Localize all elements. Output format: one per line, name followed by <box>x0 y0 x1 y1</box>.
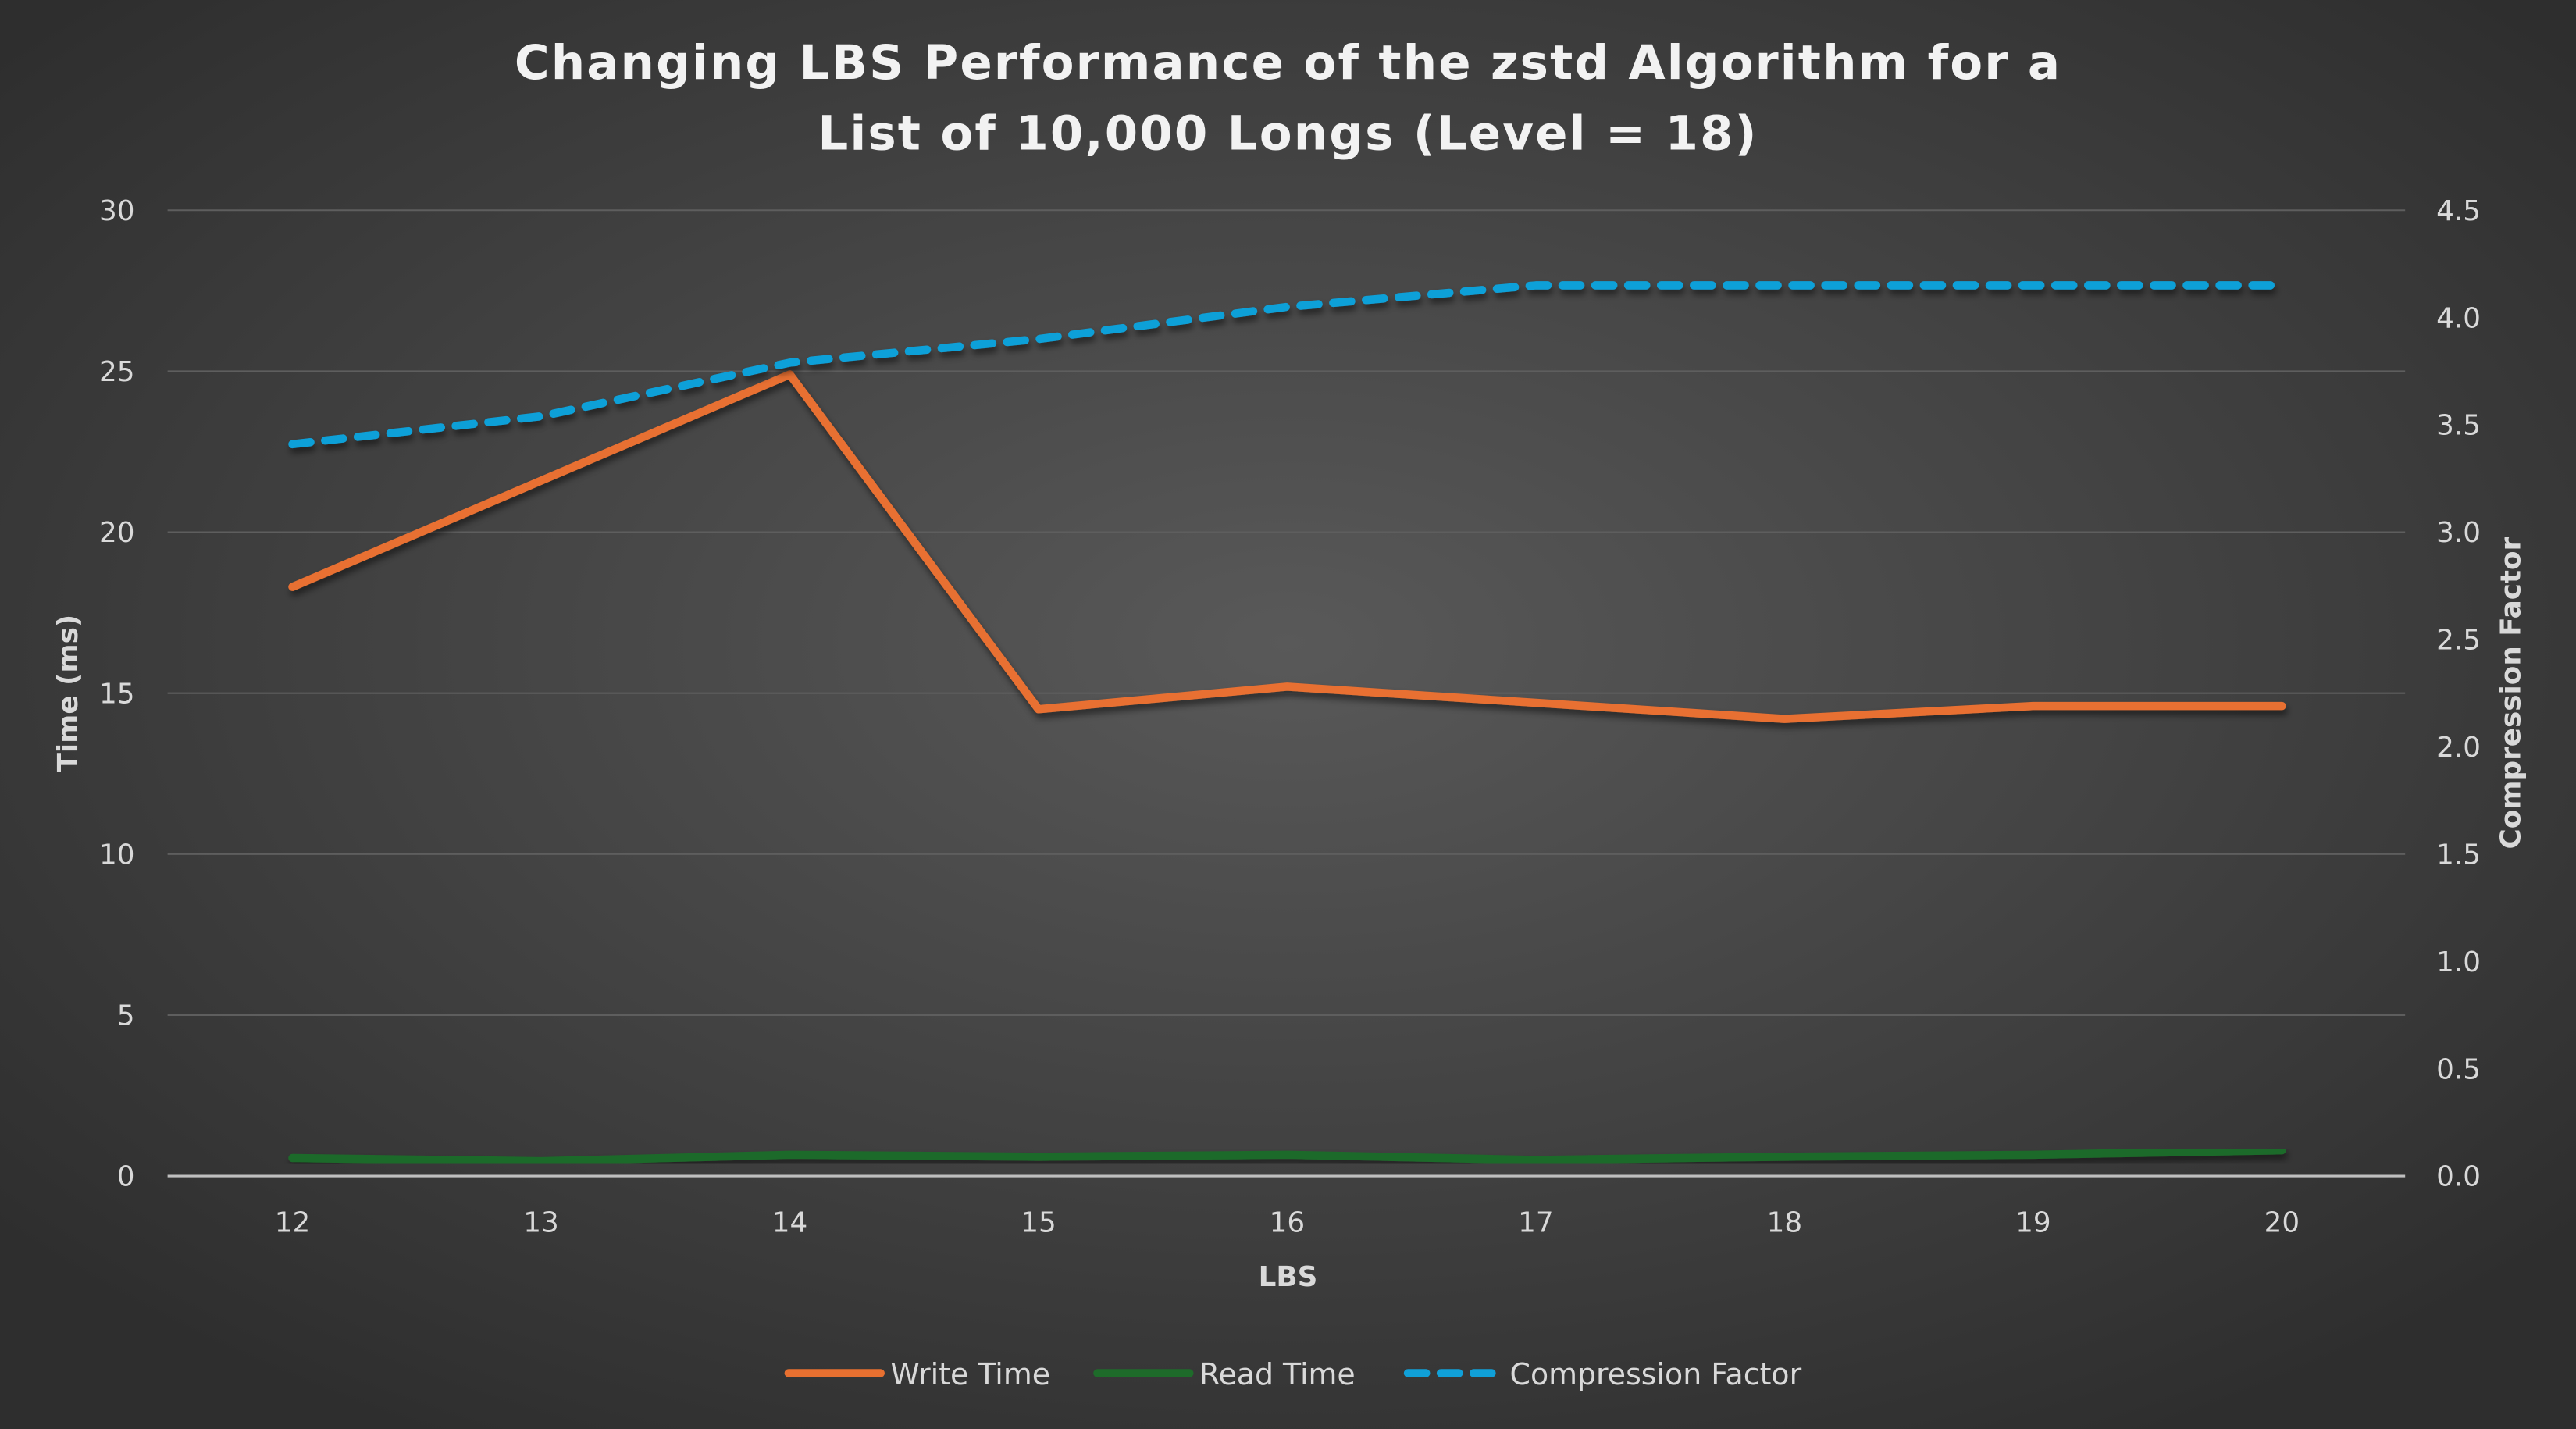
legend: Write Time Read Time Compression Factor <box>784 1357 1802 1392</box>
series-line-write-time <box>288 370 2286 723</box>
y2-tick-label: 0.5 <box>2436 1053 2481 1085</box>
x-tick-label: 17 <box>1518 1207 1554 1239</box>
chart-title-line2: List of 10,000 Longs (Level = 18) <box>818 105 1758 161</box>
y2-tick-label: 1.0 <box>2436 946 2481 978</box>
y2-tick-label: 4.5 <box>2436 195 2481 227</box>
y-tick-label: 30 <box>99 195 135 227</box>
y2-tick-label: 2.5 <box>2436 625 2481 657</box>
legend-label: Read Time <box>1199 1357 1356 1392</box>
gridlines <box>167 209 2406 1178</box>
chart-title-line1: Changing LBS Performance of the zstd Alg… <box>515 35 2061 91</box>
y2-tick-label: 0.0 <box>2436 1161 2481 1193</box>
y-tick-label: 15 <box>99 678 135 710</box>
y-tick-label: 20 <box>99 517 135 549</box>
x-axis-label: LBS <box>1259 1261 1318 1293</box>
series-lines <box>288 281 2286 1166</box>
x-tick-label: 20 <box>2264 1207 2300 1239</box>
y-axis-left: 0 5 10 15 20 25 30 <box>99 195 135 1193</box>
y-tick-label: 0 <box>117 1161 135 1193</box>
y2-tick-label: 4.0 <box>2436 302 2481 334</box>
x-tick-label: 18 <box>1767 1207 1803 1239</box>
y-tick-label: 25 <box>99 356 135 388</box>
series-line-compression-factor <box>288 281 2286 449</box>
y2-tick-label: 3.0 <box>2436 517 2481 549</box>
x-tick-label: 15 <box>1021 1207 1056 1239</box>
legend-label: Compression Factor <box>1510 1357 1802 1392</box>
x-tick-label: 14 <box>772 1207 808 1239</box>
y2-tick-label: 3.5 <box>2436 410 2481 442</box>
y-axis-right-label: Compression Factor <box>2495 536 2527 849</box>
y2-tick-label: 2.0 <box>2436 732 2481 764</box>
y-axis-left-label: Time (ms) <box>52 615 84 772</box>
y2-tick-label: 1.5 <box>2436 839 2481 871</box>
y-tick-label: 5 <box>117 1000 135 1032</box>
x-tick-label: 16 <box>1270 1207 1306 1239</box>
x-tick-label: 13 <box>523 1207 559 1239</box>
x-axis: 12 13 14 15 16 17 18 19 20 <box>275 1207 2300 1239</box>
x-tick-label: 19 <box>2015 1207 2051 1239</box>
y-axis-right: 0.0 0.5 1.0 1.5 2.0 2.5 3.0 3.5 4.0 4.5 <box>2436 195 2481 1193</box>
y-tick-label: 10 <box>99 839 135 871</box>
legend-label: Write Time <box>890 1357 1050 1392</box>
x-tick-label: 12 <box>275 1207 311 1239</box>
series-line-read-time <box>288 1146 2286 1166</box>
